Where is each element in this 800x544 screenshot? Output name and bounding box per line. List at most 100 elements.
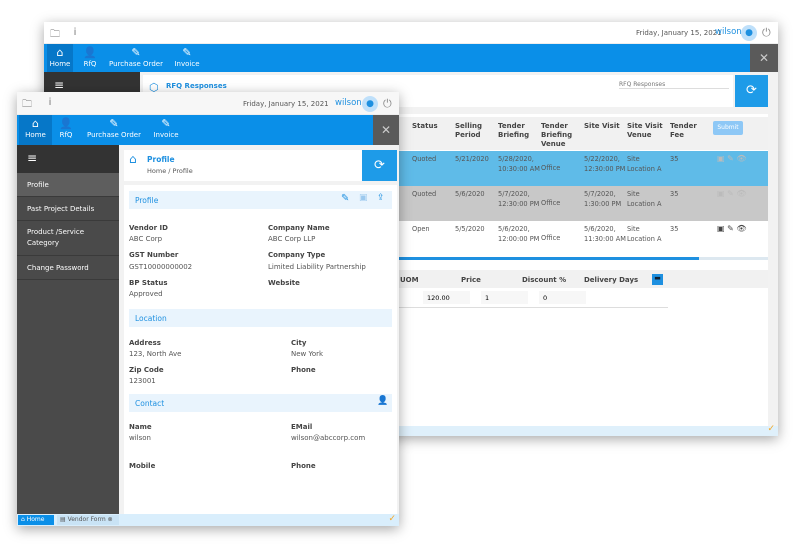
save-icon[interactable]: ▬ <box>652 274 663 285</box>
power-icon[interactable]: ⏻ <box>762 26 771 39</box>
folder-icon[interactable]: 🗀 <box>50 29 60 40</box>
cell-fee: 35 <box>670 155 679 163</box>
nav-purchase-order[interactable]: ✎ Purchase Order <box>109 46 163 68</box>
cell-selling: 5/5/2020 <box>455 225 485 233</box>
info-icon[interactable]: i <box>48 97 52 108</box>
discount-input[interactable] <box>539 291 586 304</box>
quantity-input[interactable] <box>481 291 528 304</box>
cell-selling: 5/6/2020 <box>455 190 485 198</box>
date-label: Friday, January 15, 2021 <box>636 29 722 37</box>
nav-invoice[interactable]: ✎ Invoice <box>172 44 202 72</box>
tab-home[interactable]: ⌂ Home <box>18 515 54 525</box>
nav-purchase-order[interactable]: ✎ Purchase Order <box>87 117 141 139</box>
date-label: Friday, January 15, 2021 <box>243 100 329 108</box>
nav-rfq[interactable]: 👤 RfQ <box>77 44 103 72</box>
cube-icon: ⬡ <box>149 81 159 94</box>
edit-icon[interactable]: ✎ <box>341 193 350 204</box>
edit-icon: ✎ <box>161 117 171 130</box>
refresh-button[interactable]: ⟳ <box>735 75 768 107</box>
nav-home[interactable]: ⌂ Home <box>47 44 73 72</box>
content: ⌂ Profile Home / Profile ⟳ Profile ✎ ▣ ⇪… <box>119 145 399 514</box>
cell-status: Open <box>412 225 430 233</box>
search-input[interactable] <box>619 81 729 89</box>
cell-briefing: 5/28/2020, 10:30:00 AM <box>498 155 540 173</box>
front-window: 🗀 i Friday, January 15, 2021 wilson ● ⏻ … <box>17 92 399 526</box>
user-avatar-icon[interactable]: ● <box>741 25 757 41</box>
horizontal-scrollbar[interactable] <box>143 257 768 260</box>
main-nav: ⌂ Home 👤 RfQ ✎ Purchase Order ✎ Invoice ✕ <box>44 44 778 72</box>
close-button[interactable]: ✕ <box>750 44 778 72</box>
sidebar-item-profile[interactable]: Profile <box>17 173 119 197</box>
company-name-value: ABC Corp LLP <box>268 235 316 243</box>
check-icon: ✓ <box>767 424 775 434</box>
contact-name-value: wilson <box>129 434 151 442</box>
row-actions-icons[interactable]: ▣ ✎ 👁 <box>717 154 747 163</box>
address-value: 123, North Ave <box>129 350 182 358</box>
user-name[interactable]: wilson <box>335 98 362 108</box>
company-type-value: Limited Liability Partnership <box>268 263 366 271</box>
gst-value: GST10000000002 <box>129 263 193 271</box>
title-bar: 🗀 i Friday, January 15, 2021 wilson ● ⏻ <box>17 92 399 115</box>
profile-section-header: Profile ✎ ▣ ⇪ <box>129 191 392 209</box>
cell-visit: 5/22/2020, 12:30:00 PM <box>584 155 626 173</box>
page-title: RFQ Responses <box>166 82 227 90</box>
refresh-button[interactable]: ⟳ <box>362 150 397 181</box>
cell-status: Quoted <box>412 155 437 163</box>
save-icon[interactable]: ▣ <box>359 193 368 203</box>
tab-bar: ⌂ Home ▤ Vendor Form ⊗ ✓ <box>17 514 399 526</box>
email-value: wilson@abccorp.com <box>291 434 366 442</box>
export-icon[interactable]: ⇪ <box>377 193 385 203</box>
status-bar: ✓ <box>44 424 778 436</box>
title-bar: 🗀 i Friday, January 15, 2021 wilson ● ⏻ <box>44 22 778 44</box>
close-tab-icon[interactable]: ⊗ <box>105 516 113 523</box>
close-button[interactable]: ✕ <box>373 115 399 145</box>
row-actions-icons[interactable]: ▣ ✎ 👁 <box>717 189 747 198</box>
nav-rfq[interactable]: 👤 RfQ <box>55 115 77 145</box>
submit-button[interactable]: Submit <box>713 121 743 135</box>
zip-value: 123001 <box>129 377 156 385</box>
cell-visit: 5/6/2020, 11:30:00 AM <box>584 225 626 243</box>
home-icon: ⌂ <box>56 46 64 59</box>
edit-icon: ✎ <box>131 46 141 59</box>
cell-bvenue: Office <box>541 164 561 172</box>
info-icon[interactable]: i <box>73 27 77 38</box>
form-icon: ▤ <box>60 516 68 523</box>
breadcrumb[interactable]: Home / Profile <box>147 167 193 175</box>
sidebar-item-change-password[interactable]: Change Password <box>17 256 119 280</box>
user-name[interactable]: wilson <box>715 27 742 37</box>
check-icon: ✓ <box>388 514 396 524</box>
home-icon: ⌂ <box>21 516 27 523</box>
cell-bvenue: Office <box>541 234 561 242</box>
cell-fee: 35 <box>670 190 679 198</box>
nav-invoice[interactable]: ✎ Invoice <box>153 117 179 139</box>
page-title: Profile <box>147 155 175 164</box>
contact-section-header: Contact 👤 <box>129 394 392 412</box>
user-avatar-icon[interactable]: ● <box>362 96 378 112</box>
add-contact-icon[interactable]: 👤 <box>377 396 389 406</box>
sidebar-item-product-service-category[interactable]: Product /Service Category <box>17 221 119 256</box>
price-input[interactable] <box>423 291 470 304</box>
sidebar-item-past-project-details[interactable]: Past Project Details <box>17 197 119 221</box>
profile-card: Profile ✎ ▣ ⇪ Vendor ID ABC Corp Company… <box>124 185 397 514</box>
cell-vvenue: Site Location A <box>627 225 662 243</box>
power-icon[interactable]: ⏻ <box>383 97 392 110</box>
edit-icon: ✎ <box>182 46 192 59</box>
user-plus-icon: 👤 <box>59 117 73 130</box>
menu-toggle-icon[interactable]: ≡ <box>17 145 119 173</box>
cell-visit: 5/7/2020, 1:30:00 PM <box>584 190 622 208</box>
main-nav: ⌂ Home 👤 RfQ ✎ Purchase Order ✎ Invoice ✕ <box>17 115 399 145</box>
cell-selling: 5/21/2020 <box>455 155 489 163</box>
sidebar: ≡ Profile Past Project Details Product /… <box>17 145 119 514</box>
cell-briefing: 5/7/2020, 12:30:00 PM <box>498 190 540 208</box>
home-icon: ⌂ <box>129 152 137 166</box>
cell-vvenue: Site Location A <box>627 155 662 173</box>
cell-bvenue: Office <box>541 199 561 207</box>
tab-vendor-form[interactable]: ▤ Vendor Form ⊗ <box>57 515 119 525</box>
folder-icon[interactable]: 🗀 <box>22 99 32 110</box>
cell-status: Quoted <box>412 190 437 198</box>
location-section-header: Location <box>129 309 392 327</box>
vendor-id-value: ABC Corp <box>129 235 163 243</box>
page-header: ⌂ Profile Home / Profile <box>124 150 362 181</box>
nav-home[interactable]: ⌂ Home <box>19 115 52 145</box>
row-actions-icons[interactable]: ▣ ✎ 👁 <box>717 224 747 233</box>
